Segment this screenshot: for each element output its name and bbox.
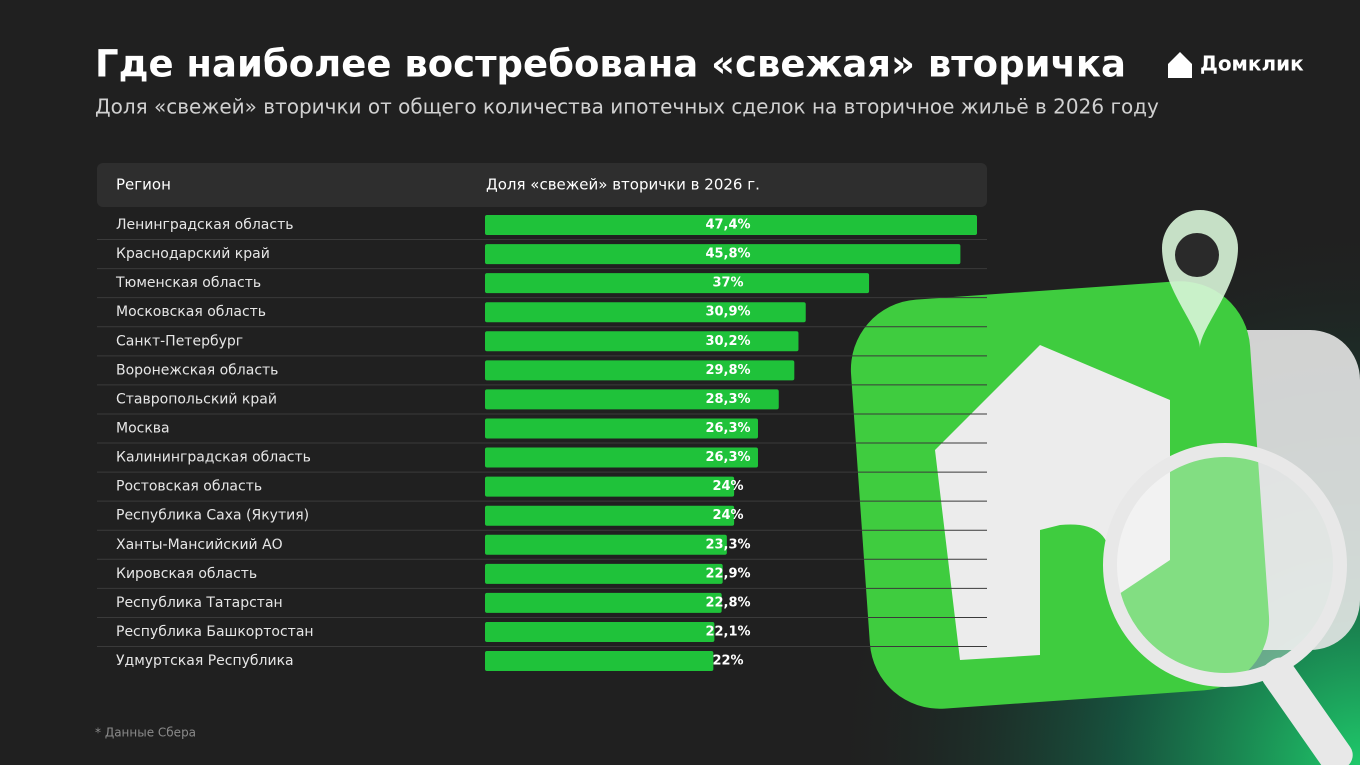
rows: Ленинградская область 47,4% Краснодарский … xyxy=(97,215,987,672)
region-label: Калининградская область xyxy=(116,450,311,466)
footnote: * Данные Сбера xyxy=(95,726,196,740)
bar xyxy=(485,534,727,555)
region-label: Республика Татарстан xyxy=(116,595,283,611)
value-label: 26,3% xyxy=(705,450,750,465)
bar xyxy=(485,592,722,613)
bar xyxy=(485,418,758,439)
region-label: Тюменская область xyxy=(115,275,261,291)
region-label: Воронежская область xyxy=(116,362,278,378)
value-label: 45,8% xyxy=(705,247,750,262)
value-label: 37% xyxy=(712,276,743,291)
region-label: Ростовская область xyxy=(116,479,262,495)
region-label: Ханты-Мансийский АО xyxy=(116,537,283,553)
value-label: 22,9% xyxy=(705,566,750,581)
region-label: Кировская область xyxy=(116,566,257,582)
bar xyxy=(485,215,977,235)
brand-logo: Домклик xyxy=(1200,52,1304,76)
region-label: Республика Башкортостан xyxy=(116,624,314,640)
region-label: Ленинградская область xyxy=(116,217,293,233)
region-label: Москва xyxy=(116,420,170,436)
logo-icon xyxy=(1168,52,1192,78)
value-label: 26,3% xyxy=(705,421,750,436)
bar xyxy=(485,447,758,468)
region-label: Краснодарский край xyxy=(116,246,270,262)
bar xyxy=(485,331,799,352)
bar xyxy=(485,651,714,672)
value-label: 30,9% xyxy=(705,305,750,320)
header-cell: Регион xyxy=(116,176,171,194)
value-label: 22,8% xyxy=(705,595,750,610)
illustration xyxy=(850,210,1360,765)
bar xyxy=(485,273,870,294)
value-label: 22,1% xyxy=(705,624,750,639)
chart-title: Где наиболее востребована «свежая» втори… xyxy=(95,43,1126,86)
table-header xyxy=(97,163,987,207)
region-label: Ставропольский край xyxy=(116,391,277,407)
bar xyxy=(485,389,779,410)
header-cell: Доля «свежей» вторички в 2026 г. xyxy=(486,176,760,194)
bar xyxy=(485,302,806,323)
bar xyxy=(485,244,961,265)
region-label: Республика Саха (Якутия) xyxy=(116,508,309,524)
value-label: 29,8% xyxy=(705,363,750,378)
value-label: 28,3% xyxy=(705,392,750,407)
region-label: Московская область xyxy=(116,304,266,320)
bar xyxy=(485,621,715,642)
value-label: 22% xyxy=(712,654,743,669)
value-label: 24% xyxy=(712,508,743,523)
region-label: Санкт-Петербург xyxy=(116,333,243,349)
value-label: 30,2% xyxy=(705,334,750,349)
region-label: Удмуртская Республика xyxy=(116,653,294,669)
bar xyxy=(485,360,795,381)
bar xyxy=(485,563,723,584)
value-label: 47,4% xyxy=(705,218,750,233)
value-label: 24% xyxy=(712,479,743,494)
chart-subtitle: Доля «свежей» вторички от общего количес… xyxy=(95,95,1159,119)
value-label: 23,3% xyxy=(705,537,750,552)
bar xyxy=(485,505,735,526)
bar xyxy=(485,476,735,497)
